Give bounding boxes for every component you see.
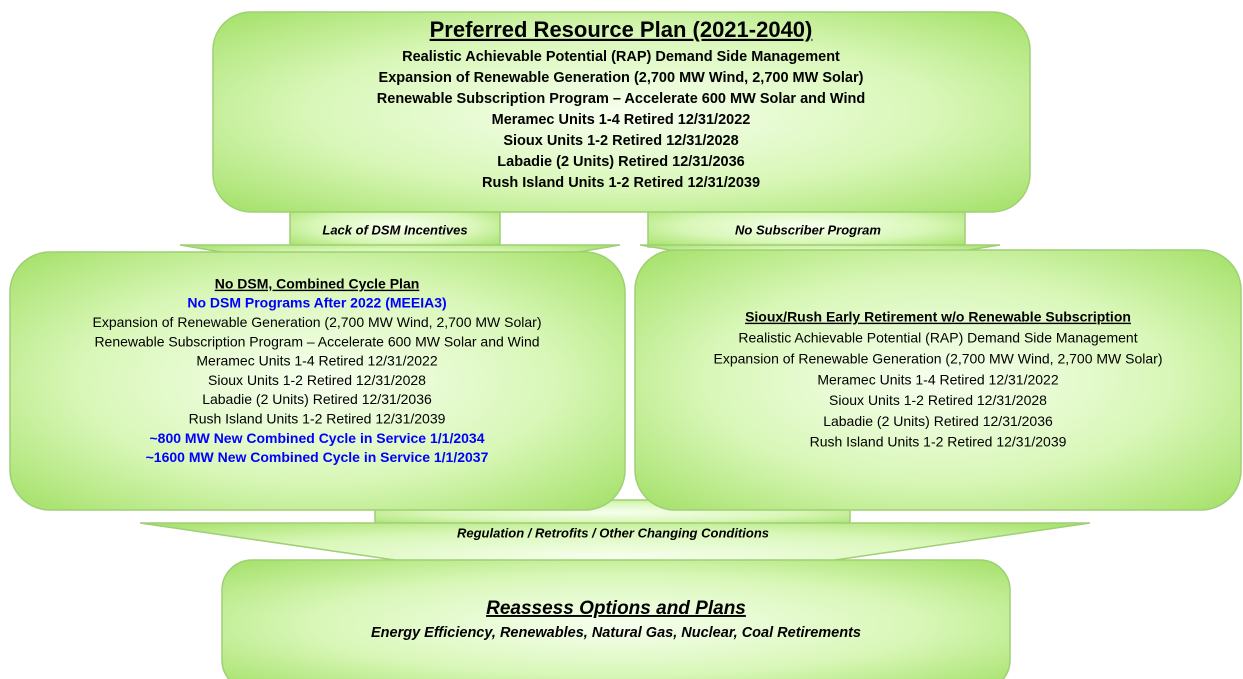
box-line: Realistic Achievable Potential (RAP) Dem… (402, 49, 840, 65)
edge-label: No Subscriber Program (735, 222, 881, 237)
box-title: Sioux/Rush Early Retirement w/o Renewabl… (745, 309, 1131, 325)
box-line: Renewable Subscription Program – Acceler… (377, 91, 865, 107)
box-title: Preferred Resource Plan (2021-2040) (430, 17, 813, 42)
edge-label: Lack of DSM Incentives (322, 222, 467, 237)
edge-label: Regulation / Retrofits / Other Changing … (457, 525, 769, 540)
box-line: Realistic Achievable Potential (RAP) Dem… (738, 330, 1137, 346)
box-line: Labadie (2 Units) Retired 12/31/2036 (497, 154, 744, 170)
box-line: Expansion of Renewable Generation (2,700… (93, 314, 542, 330)
box-line: Sioux Units 1-2 Retired 12/31/2028 (208, 372, 426, 388)
box-line: Energy Efficiency, Renewables, Natural G… (371, 625, 861, 641)
box-line: Expansion of Renewable Generation (2,700… (379, 70, 864, 86)
box-line: Sioux Units 1-2 Retired 12/31/2028 (829, 392, 1047, 408)
box-line: Meramec Units 1-4 Retired 12/31/2022 (196, 353, 437, 369)
box-line: ~800 MW New Combined Cycle in Service 1/… (150, 430, 485, 446)
box-line: Rush Island Units 1-2 Retired 12/31/2039 (810, 434, 1067, 450)
box-line: Sioux Units 1-2 Retired 12/31/2028 (503, 133, 738, 149)
box-lines: Realistic Achievable Potential (RAP) Dem… (377, 49, 865, 191)
box-lines: Realistic Achievable Potential (RAP) Dem… (714, 330, 1163, 450)
box-line: ~1600 MW New Combined Cycle in Service 1… (146, 449, 489, 465)
box-line: Renewable Subscription Program – Acceler… (94, 333, 539, 349)
box-line: No DSM Programs After 2022 (MEEIA3) (187, 295, 446, 311)
right-box (634, 249, 1242, 511)
box-title: No DSM, Combined Cycle Plan (215, 276, 420, 292)
box-line: Meramec Units 1-4 Retired 12/31/2022 (492, 112, 751, 128)
top-box (212, 11, 1031, 213)
box-line: Meramec Units 1-4 Retired 12/31/2022 (817, 371, 1058, 387)
box-lines: No DSM Programs After 2022 (MEEIA3) Expan… (93, 295, 542, 465)
box-line: Expansion of Renewable Generation (2,700… (714, 351, 1163, 367)
box-line: Rush Island Units 1-2 Retired 12/31/2039 (482, 175, 760, 191)
left-box (9, 251, 626, 511)
bottom-box (221, 559, 1011, 679)
box-line: Labadie (2 Units) Retired 12/31/2036 (823, 413, 1053, 429)
box-line: Rush Island Units 1-2 Retired 12/31/2039 (189, 411, 446, 427)
arrow-head (139, 522, 1091, 593)
box-title: Reassess Options and Plans (486, 598, 746, 619)
box-line: Labadie (2 Units) Retired 12/31/2036 (202, 391, 432, 407)
